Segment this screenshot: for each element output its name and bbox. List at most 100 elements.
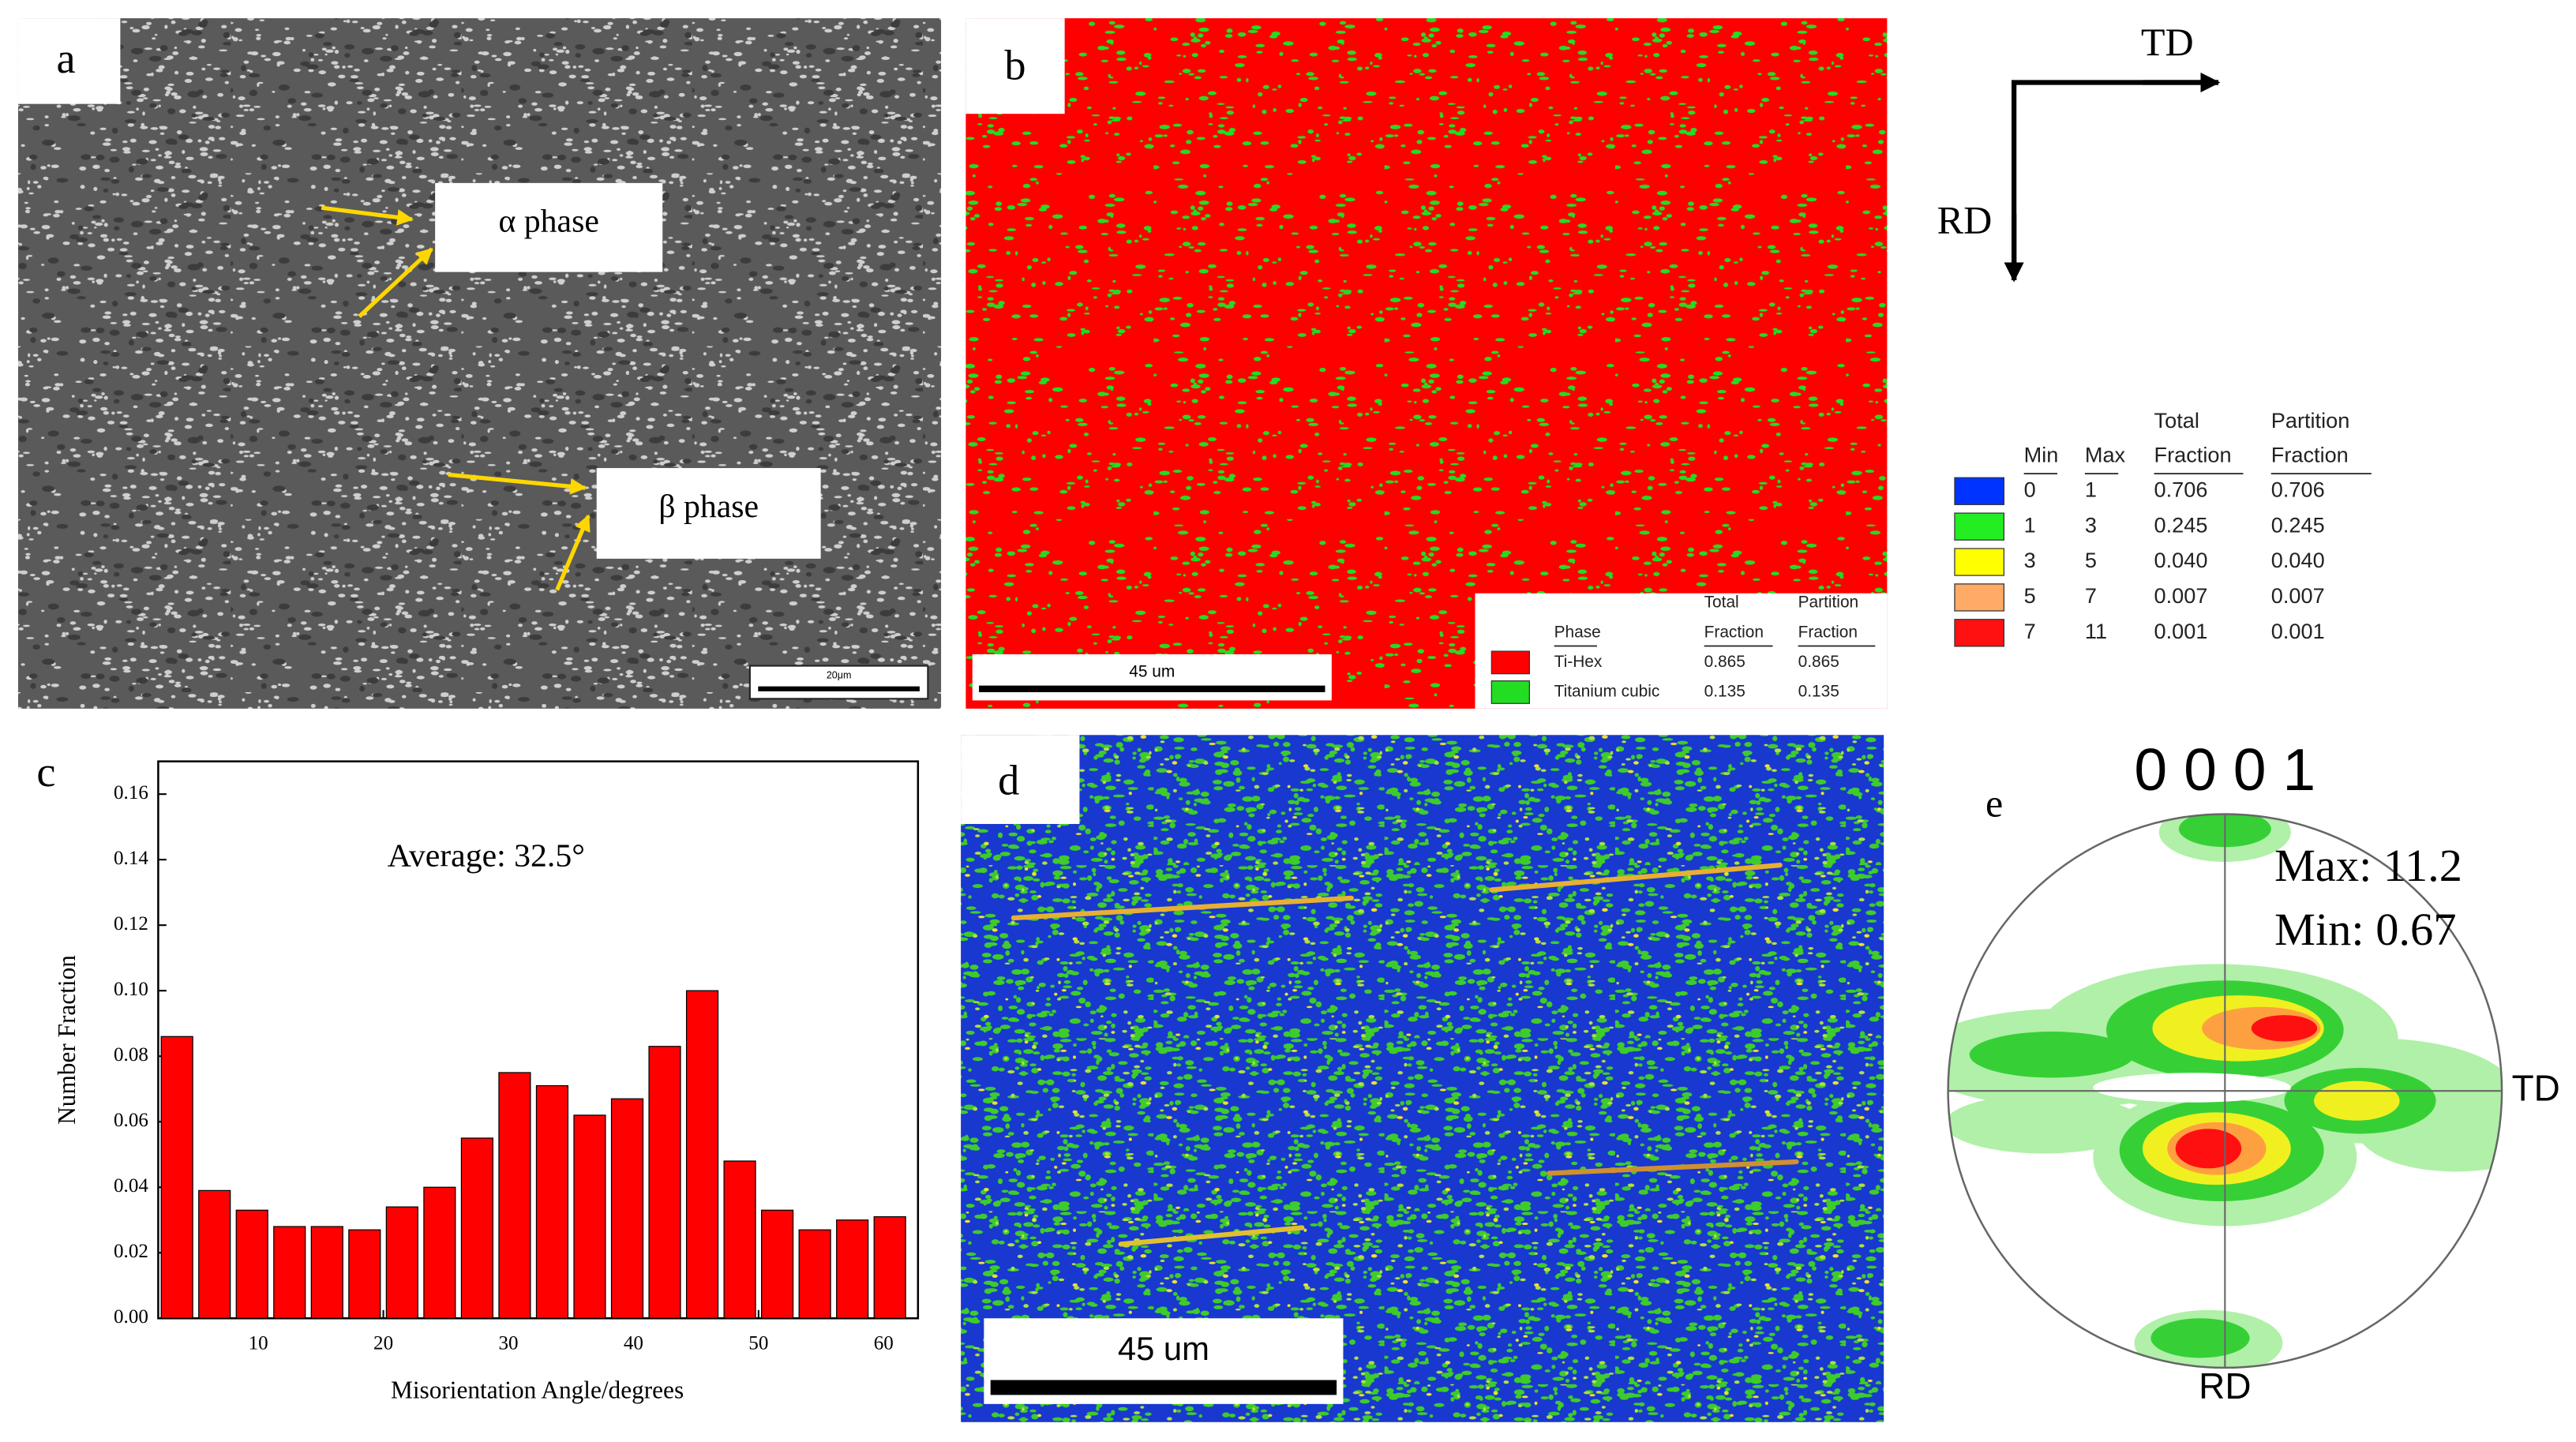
- sem-image: [17, 18, 942, 709]
- orientation-axes: TD RD Min Max Total Fraction Partition Fracti…: [1937, 20, 2372, 647]
- annotation: Average: 32.5°: [388, 837, 585, 874]
- table-cell: 5: [2085, 548, 2097, 572]
- contour-gap: [2093, 1073, 2291, 1103]
- bar: [610, 1098, 644, 1319]
- annotation-box: [596, 468, 821, 559]
- table-header: Fraction: [2154, 443, 2232, 467]
- y-tick-label: 0.12: [114, 913, 148, 934]
- table-cell: Ti-Hex: [1554, 653, 1603, 671]
- pole-contours: [1948, 814, 2503, 1368]
- x-tick-label: 50: [748, 1332, 768, 1354]
- label-box: [17, 18, 121, 104]
- x-tick-label: 60: [874, 1332, 894, 1354]
- streak: [1547, 1159, 1799, 1176]
- table-header: Min: [2024, 443, 2059, 467]
- contour-shape: [1969, 1032, 2135, 1078]
- streak: [1118, 1225, 1305, 1247]
- legend-swatch: [1954, 583, 2005, 612]
- panel-label: e: [1985, 781, 2003, 826]
- arrow: [321, 205, 414, 226]
- bar: [235, 1209, 268, 1319]
- bar: [761, 1209, 794, 1319]
- label-box: [961, 735, 1080, 824]
- y-tick-label: 0.10: [114, 979, 148, 1000]
- table-cell: 0.245: [2154, 512, 2208, 537]
- table-cell: 0.865: [1704, 653, 1745, 671]
- rd-label: RD: [2199, 1365, 2251, 1406]
- x-tick-label: 20: [373, 1332, 393, 1354]
- table-header: Phase: [1554, 623, 1601, 641]
- bar: [348, 1229, 381, 1319]
- contour-shape: [2251, 1015, 2318, 1042]
- kam-map: [961, 735, 1884, 1422]
- arrow: [555, 514, 591, 591]
- bar: [798, 1229, 831, 1319]
- panel-e: e 0 0 0 1 Max: 11.2 Min: 0.67 TD RD: [1947, 736, 2560, 1406]
- table-cell: 0.865: [1798, 653, 1839, 671]
- table-header: Partition: [2271, 408, 2350, 433]
- y-tick-label: 0.06: [114, 1110, 148, 1131]
- legend-swatch: [1954, 619, 2005, 647]
- table-cell: 3: [2085, 512, 2097, 537]
- axes-lines: [2011, 80, 2218, 281]
- table-cell: 7: [2085, 583, 2097, 608]
- arrows: [321, 205, 591, 591]
- axis-label: RD: [1937, 198, 1993, 242]
- table-header: Partition: [1798, 594, 1859, 612]
- bar: [836, 1219, 869, 1319]
- contour-shape: [2150, 1318, 2250, 1358]
- table-cell: 0.135: [1798, 682, 1839, 700]
- table-cell: 1: [2024, 512, 2036, 537]
- panel-a: a α phase β phase 20μm: [17, 18, 942, 709]
- scale-bar-label: 45 um: [1129, 662, 1175, 680]
- table-header: Total: [1704, 594, 1739, 612]
- bar: [648, 1046, 681, 1319]
- bar: [535, 1084, 569, 1319]
- bar: [310, 1226, 343, 1319]
- table-cell: 0.706: [2271, 477, 2325, 501]
- table-cell: 0.001: [2154, 619, 2208, 643]
- panel-label: a: [56, 35, 75, 82]
- table-header: Max: [2085, 443, 2126, 467]
- bar: [685, 990, 719, 1319]
- legend-box: [1475, 593, 1888, 709]
- table-header: Fraction: [1704, 623, 1764, 641]
- annotation: β phase: [658, 489, 759, 525]
- table-header: Fraction: [1798, 623, 1858, 641]
- bar: [460, 1137, 493, 1319]
- min-label: Min: 0.67: [2274, 904, 2457, 955]
- x-tick-label: 40: [624, 1332, 643, 1354]
- bar: [423, 1186, 456, 1319]
- panel-d: d 45 um: [961, 735, 1884, 1422]
- contour-shape: [2175, 1129, 2242, 1169]
- table-cell: 1: [2085, 477, 2097, 501]
- x-tick-label: 10: [249, 1332, 268, 1354]
- panel-label: c: [36, 748, 55, 796]
- legend-swatch: [1954, 548, 2005, 576]
- legend-swatch: [1954, 512, 2005, 541]
- y-tick-label: 0.04: [114, 1175, 148, 1197]
- table-cell: Titanium cubic: [1554, 682, 1660, 700]
- streaks: [1011, 863, 1799, 1247]
- panel-label: b: [1004, 41, 1026, 88]
- table-cell: 11: [2085, 619, 2107, 643]
- table-header: Total: [2154, 408, 2199, 433]
- table-cell: 0.135: [1704, 682, 1745, 700]
- table-header: Fraction: [2271, 443, 2349, 467]
- bar: [498, 1072, 531, 1319]
- table-cell: 0: [2024, 477, 2036, 501]
- table-cell: 0.040: [2271, 548, 2325, 572]
- legend-swatch: [1490, 650, 1530, 675]
- table-cell: 0.007: [2154, 583, 2208, 608]
- panel-b: b 45 um Phase Total Fraction Partition Fract…: [966, 18, 1888, 709]
- legend-swatch: [1954, 477, 2005, 505]
- y-tick-label: 0.02: [114, 1241, 148, 1262]
- table-cell: 0.245: [2271, 512, 2325, 537]
- bar: [573, 1114, 606, 1319]
- scale-bar-box: [972, 654, 1332, 701]
- arrow: [358, 247, 433, 318]
- table-cell: 0.001: [2271, 619, 2325, 643]
- x-tick-label: 30: [498, 1332, 518, 1354]
- table-cell: 0.007: [2271, 583, 2325, 608]
- bar: [873, 1215, 906, 1319]
